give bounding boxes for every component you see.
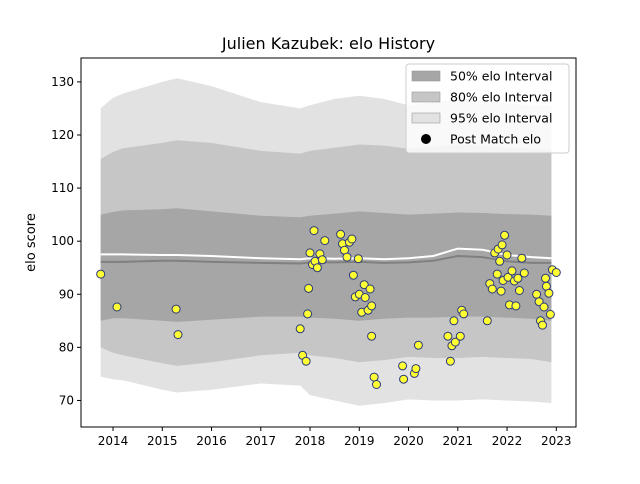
post-match-point <box>413 340 423 350</box>
post-match-point <box>320 236 330 246</box>
x-tick-label: 2020 <box>393 434 424 448</box>
post-match-point <box>459 309 469 319</box>
post-match-point <box>309 226 319 236</box>
post-match-point <box>514 286 524 295</box>
post-match-point <box>317 255 327 265</box>
post-match-point <box>519 268 529 278</box>
post-match-point <box>96 269 106 279</box>
mean-line <box>100 247 552 261</box>
post-match-point <box>303 309 313 319</box>
legend-95-interval-label: 95% elo Interval <box>450 111 552 126</box>
legend-post-match-marker <box>421 134 431 144</box>
post-match-point <box>511 301 521 311</box>
post-match-point <box>496 286 506 296</box>
x-tick-label: 2014 <box>98 434 129 448</box>
x-tick-label: 2018 <box>295 434 326 448</box>
post-match-point <box>541 273 550 283</box>
y-tick-label: 120 <box>51 128 74 142</box>
post-match-point <box>450 337 460 347</box>
y-tick-label: 130 <box>51 75 74 89</box>
post-match-point <box>507 266 517 276</box>
post-match-point <box>347 234 357 244</box>
post-match-point <box>500 230 510 240</box>
post-match-point <box>112 302 122 312</box>
legend: 50% elo Interval 80% elo Interval 95% elo … <box>405 63 570 154</box>
legend-box <box>405 63 570 154</box>
y-axis-ticks: 70 80 90 100 110 120 130 <box>51 75 81 407</box>
x-tick-label: 2017 <box>246 434 277 448</box>
post-match-point <box>545 309 555 319</box>
legend-80-interval-swatch <box>411 91 441 103</box>
post-match-point <box>336 229 346 239</box>
legend-95-interval-swatch <box>411 112 441 124</box>
post-match-point <box>398 361 408 371</box>
y-tick-label: 70 <box>59 393 74 407</box>
post-match-points <box>96 226 561 389</box>
post-match-point <box>495 256 505 266</box>
legend-80-interval-label: 80% elo Interval <box>450 90 552 105</box>
x-tick-label: 2022 <box>492 434 523 448</box>
post-match-point <box>372 380 381 389</box>
post-match-point <box>539 302 549 312</box>
post-match-point <box>369 372 379 382</box>
post-match-point <box>342 252 352 262</box>
legend-50-interval-label: 50% elo Interval <box>450 69 552 84</box>
post-match-point <box>348 270 358 280</box>
post-match-point <box>367 301 377 311</box>
post-match-point <box>482 316 492 326</box>
post-match-point <box>544 288 554 298</box>
post-match-point <box>171 304 181 314</box>
post-match-point <box>455 331 465 341</box>
post-match-point <box>449 316 459 326</box>
legend-post-match-label: Post Match elo <box>450 132 541 147</box>
x-axis-ticks: 2014 2015 2016 2017 2018 2019 2020 2021 2022 2023 <box>98 427 572 448</box>
post-match-point <box>367 331 377 341</box>
post-match-point <box>304 283 314 293</box>
post-match-point <box>492 269 502 279</box>
post-match-point <box>502 250 512 260</box>
post-match-point <box>538 320 547 330</box>
post-match-point <box>513 273 523 283</box>
x-tick-label: 2019 <box>344 434 375 448</box>
post-match-point <box>399 374 409 384</box>
post-match-point <box>517 253 527 263</box>
post-match-point <box>551 268 561 277</box>
y-tick-label: 100 <box>51 234 74 248</box>
post-match-point <box>497 240 507 250</box>
legend-50-interval-swatch <box>411 70 441 82</box>
band-50 <box>100 208 552 322</box>
post-match-point <box>487 284 497 294</box>
y-tick-label: 110 <box>51 181 74 195</box>
post-match-point <box>411 364 421 374</box>
x-tick-label: 2015 <box>147 434 178 448</box>
post-match-point <box>443 331 453 341</box>
post-match-point <box>295 324 305 334</box>
axes-frame <box>80 57 577 428</box>
post-match-point <box>532 289 542 299</box>
post-match-point <box>359 280 369 290</box>
post-match-point <box>301 356 311 366</box>
post-match-point <box>353 254 363 264</box>
post-match-point <box>312 263 322 273</box>
x-tick-label: 2016 <box>196 434 227 448</box>
post-match-point <box>305 248 315 258</box>
median-line <box>100 254 552 265</box>
y-tick-label: 90 <box>59 287 74 301</box>
y-axis-label: elo score <box>24 213 39 272</box>
chart-title: Julien Kazubek: elo History <box>221 34 435 53</box>
x-tick-label: 2021 <box>443 434 474 448</box>
post-match-point <box>365 284 375 294</box>
post-match-point <box>445 356 455 366</box>
post-match-point <box>360 293 370 302</box>
trend-lines <box>100 247 552 265</box>
post-match-point <box>173 330 183 340</box>
x-tick-label: 2023 <box>541 434 572 448</box>
y-tick-label: 80 <box>59 340 74 354</box>
